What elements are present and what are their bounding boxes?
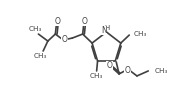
Text: CH₃: CH₃ [134, 31, 147, 37]
Text: H: H [105, 24, 110, 30]
Text: CH₃: CH₃ [155, 68, 168, 74]
Text: CH₃: CH₃ [29, 26, 42, 32]
Text: N: N [101, 26, 107, 35]
Text: CH₃: CH₃ [90, 73, 103, 79]
Text: O: O [82, 17, 88, 26]
Text: O: O [54, 17, 60, 26]
Text: O: O [125, 66, 130, 75]
Text: CH₃: CH₃ [34, 53, 47, 59]
Text: O: O [62, 35, 68, 44]
Text: O: O [107, 61, 113, 70]
